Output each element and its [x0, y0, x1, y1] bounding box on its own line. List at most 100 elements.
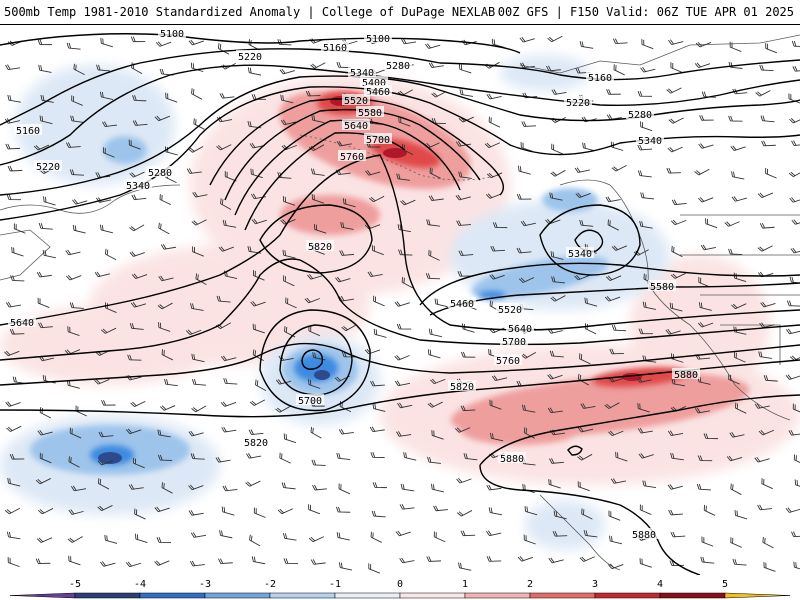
wind-barb [488, 507, 503, 516]
anomaly-area-negative-extreme [98, 370, 330, 464]
wind-barb [277, 508, 293, 515]
wind-barb [547, 374, 563, 380]
wind-barb [9, 453, 25, 460]
wind-barb [190, 303, 204, 311]
contour-labels: 5100 5100 5160 5160 5160 5220 5220 5220 5280 5280… [8, 27, 700, 541]
contour-label-5880: 5880 [674, 370, 698, 381]
wind-barb [454, 427, 471, 433]
wind-barb [427, 349, 441, 359]
wind-barb [338, 295, 354, 302]
contour-label-5640: 5640 [10, 318, 34, 329]
wind-barb [247, 67, 262, 76]
wind-barb [553, 510, 567, 520]
wind-barb [733, 351, 746, 363]
wind-barb [185, 329, 202, 335]
colorbar-bin [464, 592, 531, 599]
colorbar: -5 -4 -3 -2 -1 0 1 2 3 4 5 [0, 575, 800, 600]
wind-barb [728, 374, 740, 385]
wind-barb [456, 478, 472, 484]
wind-barb [160, 405, 176, 411]
contour-5100 [0, 33, 521, 54]
wind-barb [192, 191, 208, 198]
wind-barb [308, 504, 321, 515]
wind-barb [486, 93, 502, 100]
contour-label-5280: 5280 [386, 61, 410, 72]
wind-barb [639, 504, 652, 515]
wind-barb [577, 453, 593, 461]
wind-barb [285, 297, 297, 309]
contour-trough-east [419, 262, 800, 306]
wind-barb [249, 399, 266, 406]
wind-barb [754, 456, 770, 463]
wind-barb [220, 198, 232, 210]
wind-barb [216, 295, 231, 303]
wind-barb [218, 558, 233, 565]
wind-barb [666, 167, 681, 174]
wind-barb [785, 507, 800, 513]
wind-barb [762, 536, 774, 549]
contour-label-5280: 5280 [628, 110, 652, 121]
wind-barb [131, 273, 148, 279]
wind-barb [761, 478, 773, 490]
baja-coast [539, 494, 621, 571]
wind-barb [97, 459, 113, 466]
wind-barb [190, 453, 205, 460]
wind-barb [66, 274, 82, 281]
wind-barb [283, 558, 298, 565]
wind-barb [37, 297, 50, 308]
wind-barb [734, 402, 747, 414]
wind-barb [427, 401, 443, 408]
wind-barb [371, 510, 386, 518]
wind-barb [33, 144, 50, 151]
wind-barb [518, 277, 535, 283]
wind-barb [72, 224, 86, 234]
map-title: 500mb Temp 1981-2010 Standardized Anomal… [4, 5, 496, 19]
wind-barb [373, 295, 385, 307]
wind-barb [671, 199, 687, 206]
wind-barb [69, 169, 84, 176]
wind-barb [551, 89, 567, 95]
wind-barb [486, 172, 503, 179]
wind-barb [757, 192, 774, 198]
wind-barb [547, 35, 563, 43]
wind-barb [640, 66, 656, 73]
wind-barb [35, 558, 51, 565]
wind-barb [608, 430, 624, 437]
wind-barb [458, 250, 474, 257]
wind-barb [428, 62, 444, 68]
wind-barb [160, 244, 176, 250]
colorbar-tick-label: -4 [134, 579, 146, 590]
wind-barb [724, 221, 740, 227]
wind-barb [637, 144, 653, 151]
wind-barb [670, 272, 687, 279]
contour-label-5760: 5760 [340, 152, 364, 163]
wind-barb [129, 322, 144, 330]
contour-label-bg [566, 247, 594, 258]
contour-label-5820: 5820 [308, 242, 332, 253]
wind-barb [486, 530, 502, 537]
wind-barb [73, 63, 85, 76]
colorbar-tick-label: -3 [199, 579, 211, 590]
wind-barb [425, 43, 441, 49]
wind-barb [668, 509, 683, 516]
wind-barb [403, 452, 417, 461]
contour-5880-south [479, 464, 701, 575]
wind-barb [788, 429, 800, 436]
anomaly-map: 5100 5100 5160 5160 5160 5220 5220 5220 5280 5280… [0, 25, 800, 575]
wind-barb [104, 248, 117, 261]
wind-barb [72, 199, 88, 205]
wind-barb [36, 271, 52, 278]
wind-barb [312, 352, 326, 361]
wind-barb [277, 39, 292, 46]
wind-barb [701, 536, 714, 547]
contour-label-5820: 5820 [450, 382, 474, 393]
wind-barb [37, 508, 54, 515]
wind-barb [246, 453, 262, 459]
wind-barb [399, 557, 415, 564]
wind-barb [157, 429, 171, 438]
wind-barb [484, 142, 501, 149]
wind-barb [639, 558, 652, 568]
wind-barb [394, 355, 410, 361]
wind-barb [401, 276, 413, 289]
wind-barb [792, 66, 800, 72]
